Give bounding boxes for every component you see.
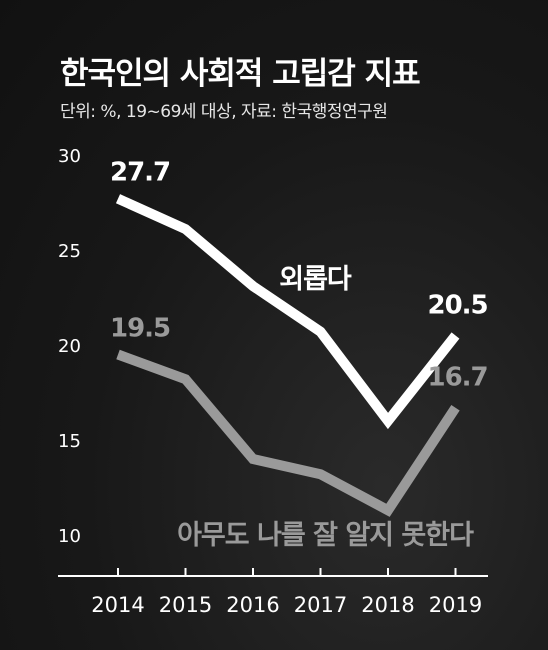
data-label-series2-2019: 16.7 [428, 363, 488, 393]
data-label-series2-2014: 19.5 [110, 314, 170, 344]
y-axis-ticks: 10 15 20 25 30 [58, 146, 81, 547]
x-tick-label: 2019 [429, 593, 482, 617]
y-tick-label: 25 [58, 241, 81, 262]
x-axis: 2014 2015 2016 2017 2018 2019 [58, 568, 488, 617]
series-line-2 [116, 349, 460, 517]
x-tick-label: 2016 [226, 593, 279, 617]
chart-subtitle: 단위: %, 19~69세 대상, 자료: 한국행정연구원 [60, 102, 388, 122]
x-tick-label: 2017 [294, 593, 347, 617]
data-label-series1-2014: 27.7 [110, 158, 170, 188]
data-labels: 27.7 20.5 19.5 16.7 [110, 158, 489, 393]
x-tick-label: 2014 [91, 593, 144, 617]
chart-title: 한국인의 사회적 고립감 지표 [60, 56, 421, 92]
y-tick-label: 30 [58, 146, 81, 167]
y-tick-label: 10 [58, 526, 81, 547]
data-label-series1-2019: 20.5 [428, 291, 488, 321]
series-name-2: 아무도 나를 잘 알지 못한다 [177, 520, 474, 551]
series-lines [115, 194, 460, 517]
series-line-1 [115, 194, 460, 430]
x-tick-label: 2018 [361, 593, 414, 617]
x-tick-label: 2015 [159, 593, 212, 617]
y-tick-label: 15 [58, 431, 81, 452]
y-tick-label: 20 [58, 336, 81, 357]
series-name-1: 외롭다 [279, 264, 352, 295]
